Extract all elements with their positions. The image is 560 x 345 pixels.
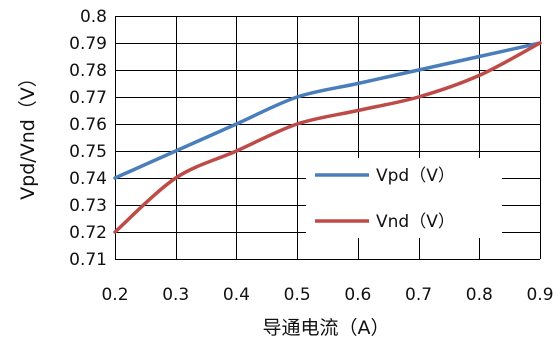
x-tick-label: 0.9	[526, 285, 553, 305]
x-axis-title: 导通电流（A）	[263, 317, 390, 339]
legend-label-vnd: Vnd（V）	[376, 212, 455, 232]
y-tick-label: 0.73	[69, 196, 107, 216]
y-tick-label: 0.78	[69, 61, 107, 81]
y-tick-label: 0.72	[69, 223, 107, 243]
legend-background	[306, 158, 502, 238]
x-tick-label: 0.4	[223, 285, 250, 305]
y-tick-label: 0.76	[69, 115, 107, 135]
x-tick-label: 0.3	[162, 285, 189, 305]
y-tick-label: 0.71	[69, 250, 107, 270]
chart-grid	[115, 16, 541, 260]
series-line-vnd	[113, 41, 542, 234]
y-tick-label: 0.8	[80, 7, 107, 27]
y-tick-label: 0.77	[69, 88, 107, 108]
chart-series	[113, 41, 542, 234]
x-tick-label: 0.8	[466, 285, 493, 305]
x-axis-tick-labels: 0.2 0.3 0.4 0.5 0.6 0.7 0.8 0.9	[101, 285, 553, 305]
y-tick-label: 0.74	[69, 169, 107, 189]
legend-label-vpd: Vpd（V）	[376, 166, 455, 186]
y-tick-label: 0.75	[69, 142, 107, 162]
x-tick-label: 0.7	[405, 285, 432, 305]
y-axis-tick-labels: 0.71 0.72 0.73 0.74 0.75 0.76 0.77 0.78 0.79 0.8	[69, 7, 107, 270]
chart-legend: Vpd（V） Vnd（V）	[306, 158, 502, 238]
x-tick-label: 0.5	[284, 285, 311, 305]
x-tick-label: 0.6	[344, 285, 371, 305]
x-tick-label: 0.2	[101, 285, 128, 305]
y-tick-label: 0.79	[69, 34, 107, 54]
y-axis-title: Vpd/Vnd（V）	[17, 68, 39, 200]
series-line-vpd	[113, 41, 542, 180]
